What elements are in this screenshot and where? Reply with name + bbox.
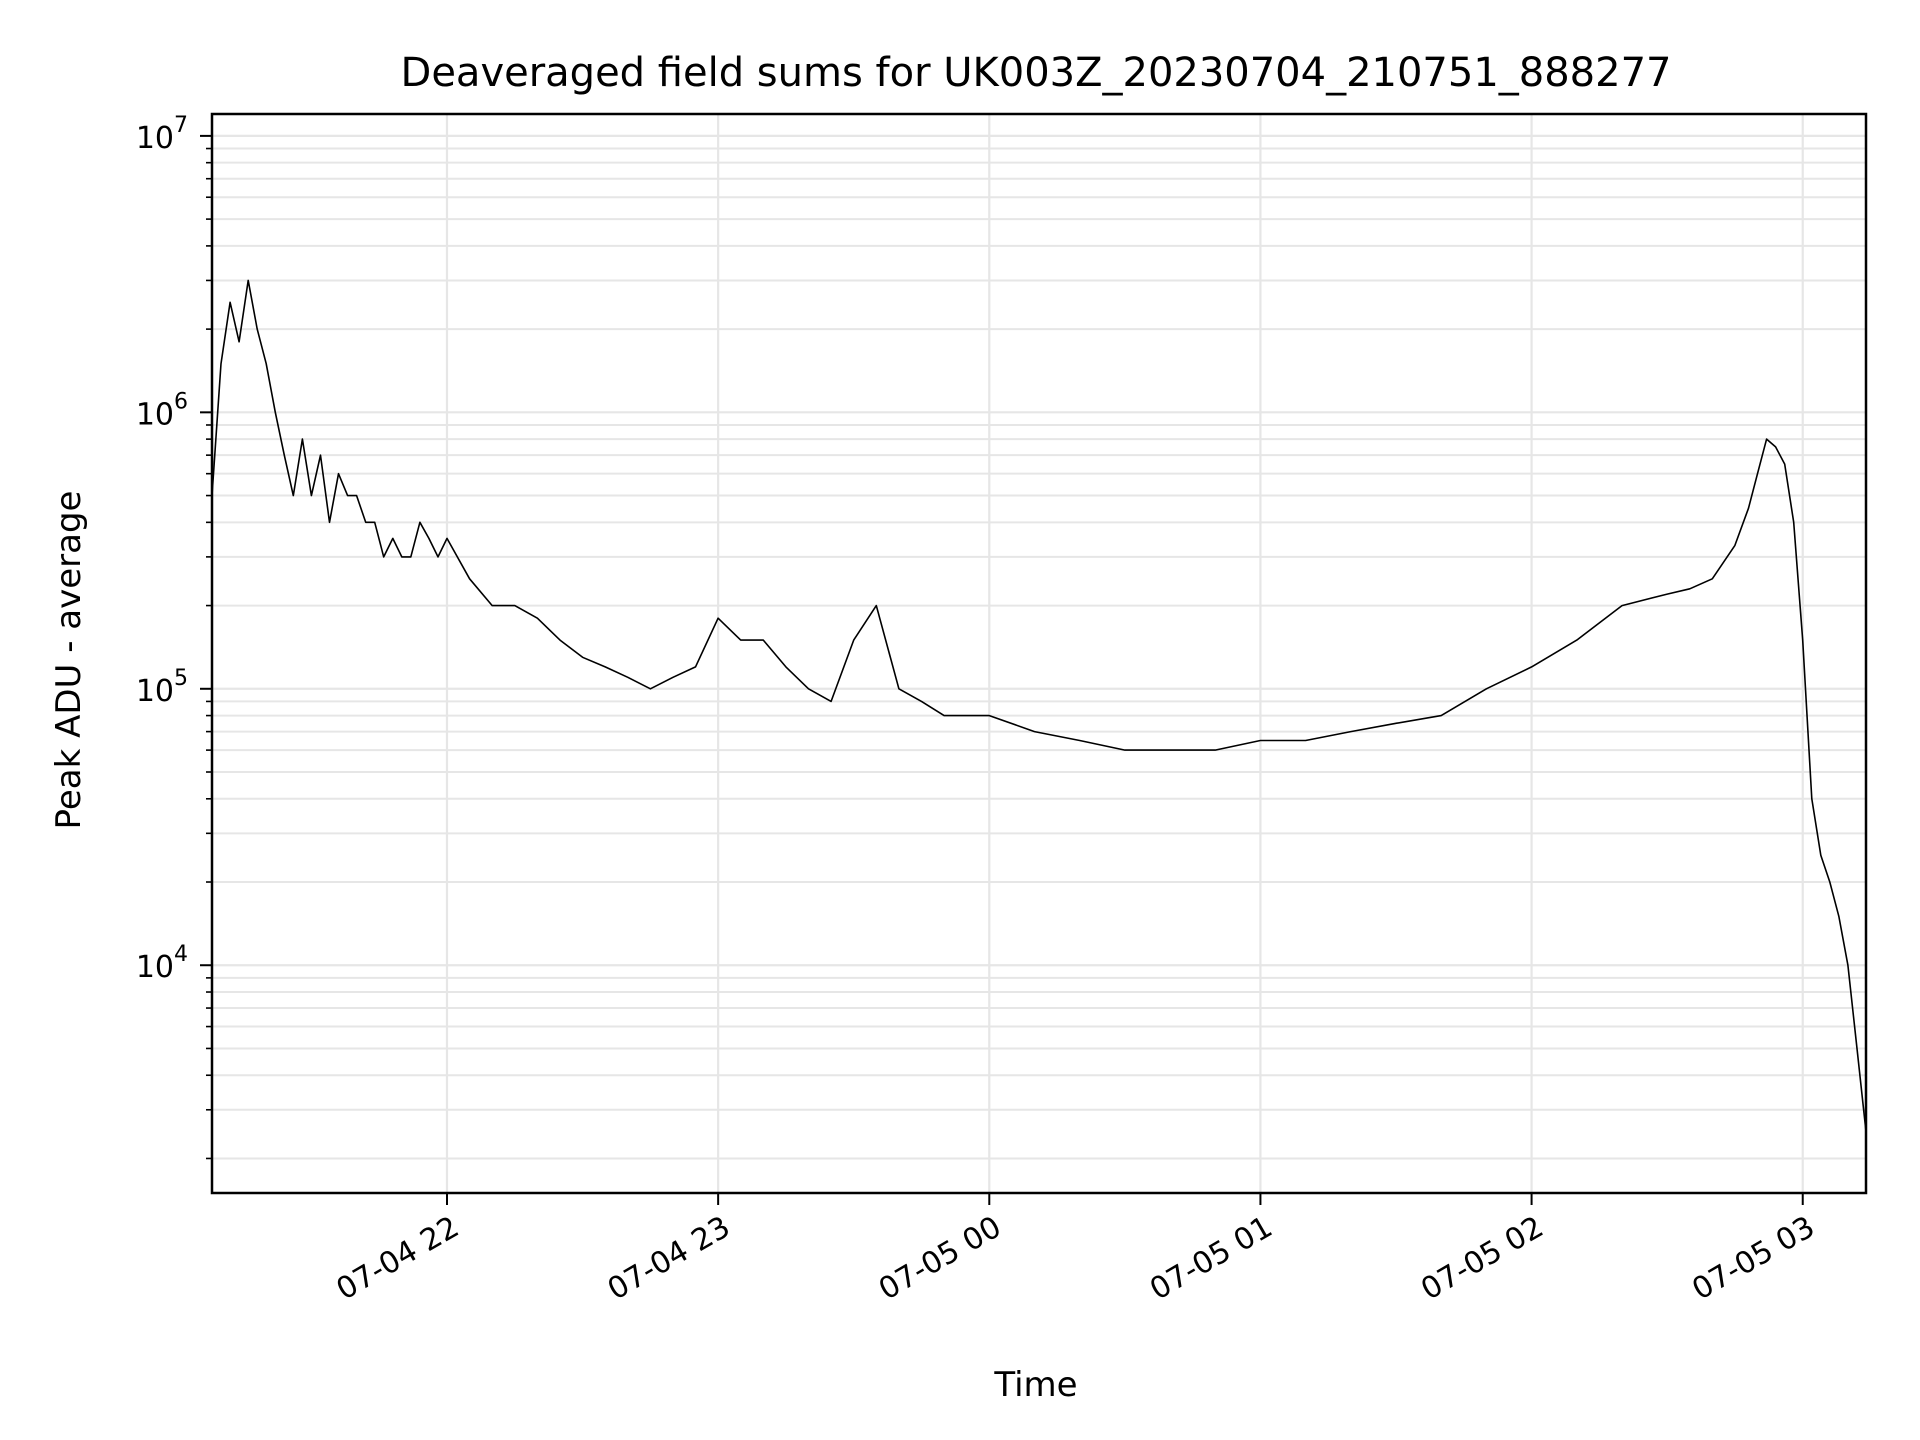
x-axis-label: Time — [993, 1365, 1077, 1405]
y-tick-label: 104 — [136, 942, 188, 985]
y-axis: 104 105 106 107 — [136, 113, 212, 1160]
plot-frame — [210, 112, 1868, 1195]
y-tick-label: 107 — [136, 113, 188, 156]
chart-title: Deaveraged field sums for UK003Z_2023070… — [401, 50, 1672, 96]
y-tick-label: 106 — [136, 389, 188, 432]
y-axis-label: Peak ADU - average — [49, 491, 89, 830]
y-tick-label: 105 — [136, 666, 188, 709]
grid-lines — [212, 114, 1866, 1193]
series-line — [211, 279, 1867, 1132]
